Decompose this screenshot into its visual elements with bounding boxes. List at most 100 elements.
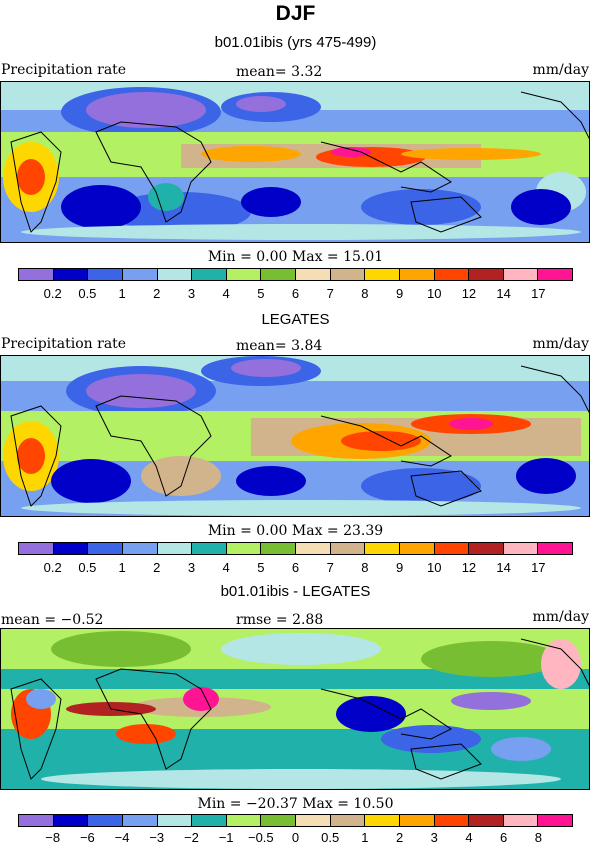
panel2-map-field	[1, 356, 589, 516]
panel2-subtitle: LEGATES	[261, 311, 330, 328]
colorbar-swatch	[296, 269, 331, 280]
colorbar-swatch	[330, 815, 366, 826]
colorbar-tick-label: 9	[395, 560, 404, 575]
colorbar-swatch	[469, 543, 504, 554]
colorbar-tick-label: 7	[326, 286, 334, 301]
colorbar-tick-label: 7	[326, 560, 334, 575]
colorbar-tick-label: 4	[465, 830, 473, 845]
colorbar-tick-label: 1	[361, 830, 369, 845]
panel3-map	[0, 628, 590, 790]
colorbar-tick-label: 17	[531, 560, 546, 575]
colorbar-tick-label: 8	[361, 560, 369, 575]
colorbar-swatch	[261, 269, 296, 280]
colorbar-tick-label: 3	[187, 560, 196, 575]
colorbar-swatch	[365, 815, 400, 826]
colorbar-swatch	[538, 269, 572, 280]
colorbar-tick-label: 8	[361, 286, 369, 301]
colorbar-swatch	[296, 815, 331, 826]
panel1-minmax: Min = 0.00 Max = 15.01	[207, 249, 384, 265]
colorbar-swatch	[53, 269, 89, 280]
colorbar-tick-label: 0.5	[78, 560, 97, 575]
colorbar-tick-label: 6	[500, 830, 508, 845]
colorbar-tick-label: 2	[153, 286, 161, 301]
colorbar-swatch	[365, 543, 400, 554]
panel1-units-label: mm/day	[532, 62, 590, 78]
panel2-colorbar	[18, 542, 573, 555]
colorbar-tick-label: 4	[222, 286, 230, 301]
colorbar-swatch	[434, 815, 470, 826]
colorbar-tick-label: 9	[395, 286, 404, 301]
colorbar-tick-label: 3	[430, 830, 438, 845]
colorbar-swatch	[261, 815, 296, 826]
colorbar-swatch	[192, 815, 227, 826]
colorbar-tick-label: 4	[222, 560, 230, 575]
panel2-variable-label: Precipitation rate	[1, 336, 127, 352]
colorbar-swatch	[19, 543, 54, 554]
colorbar-swatch	[122, 543, 158, 554]
colorbar-tick-label: 10	[427, 560, 442, 575]
colorbar-swatch	[122, 269, 158, 280]
colorbar-swatch	[226, 543, 262, 554]
colorbar-tick-label: 0	[291, 830, 300, 845]
colorbar-tick-label: −6	[79, 830, 95, 845]
colorbar-swatch	[88, 269, 123, 280]
panel3-units-label: mm/day	[532, 609, 590, 625]
colorbar-swatch	[122, 815, 158, 826]
colorbar-swatch	[53, 815, 89, 826]
colorbar-tick-label: −8	[45, 830, 61, 845]
colorbar-tick-label: 10	[427, 286, 442, 301]
colorbar-tick-label: 1	[118, 286, 126, 301]
panel2-units-label: mm/day	[532, 336, 590, 352]
colorbar-tick-label: 8	[534, 830, 542, 845]
panel2-minmax: Min = 0.00 Max = 23.39	[207, 523, 384, 539]
panel3-colorbar	[18, 814, 573, 827]
panel3-mean-label: mean = −0.52	[1, 612, 104, 628]
colorbar-swatch	[365, 269, 400, 280]
colorbar-tick-label: 14	[496, 286, 511, 301]
panel1-colorbar-ticks: 0.2 0.5 1 2 3 4 5 6 7 8 9 10 12 14 17	[18, 286, 573, 302]
colorbar-tick-label: 5	[257, 560, 265, 575]
colorbar-swatch	[88, 543, 123, 554]
panel3-subtitle: b01.01ibis - LEGATES	[220, 583, 371, 600]
colorbar-tick-label: 0.5	[321, 830, 340, 845]
colorbar-swatch	[226, 815, 262, 826]
colorbar-tick-label: 14	[496, 560, 511, 575]
panel3-colorbar-ticks: −8 −6 −4 −3 −2 −1 −0.5 0 0.5 1 2 3 4 6 8	[18, 830, 573, 846]
colorbar-tick-label: −4	[114, 830, 130, 845]
colorbar-swatch	[296, 543, 331, 554]
colorbar-swatch	[330, 269, 366, 280]
colorbar-swatch	[434, 269, 470, 280]
colorbar-tick-label: 0.5	[78, 286, 97, 301]
colorbar-tick-label: 2	[395, 830, 404, 845]
colorbar-swatch	[434, 543, 470, 554]
panel1-subtitle: b01.01ibis (yrs 475-499)	[214, 34, 377, 51]
colorbar-swatch	[399, 269, 435, 280]
colorbar-swatch	[157, 815, 193, 826]
colorbar-swatch	[261, 543, 296, 554]
colorbar-swatch	[399, 815, 435, 826]
colorbar-tick-label: −2	[184, 830, 199, 845]
colorbar-swatch	[538, 543, 572, 554]
colorbar-swatch	[330, 543, 366, 554]
colorbar-swatch	[157, 543, 193, 554]
colorbar-tick-label: 5	[257, 286, 265, 301]
colorbar-tick-label: −1	[218, 830, 234, 845]
colorbar-tick-label: 6	[291, 560, 300, 575]
colorbar-tick-label: 2	[153, 560, 161, 575]
colorbar-swatch	[88, 815, 123, 826]
colorbar-swatch	[192, 543, 227, 554]
colorbar-swatch	[157, 269, 193, 280]
panel3-map-field	[1, 629, 589, 789]
colorbar-swatch	[19, 269, 54, 280]
colorbar-swatch	[503, 543, 539, 554]
colorbar-swatch	[53, 543, 89, 554]
panel3-minmax: Min = −20.37 Max = 10.50	[197, 796, 394, 812]
figure-title: DJF	[275, 2, 316, 25]
colorbar-swatch	[226, 269, 262, 280]
colorbar-swatch	[538, 815, 572, 826]
colorbar-swatch	[503, 269, 539, 280]
colorbar-swatch	[399, 543, 435, 554]
colorbar-tick-label: 0.2	[43, 286, 62, 301]
panel1-map	[0, 81, 590, 243]
colorbar-swatch	[469, 815, 504, 826]
